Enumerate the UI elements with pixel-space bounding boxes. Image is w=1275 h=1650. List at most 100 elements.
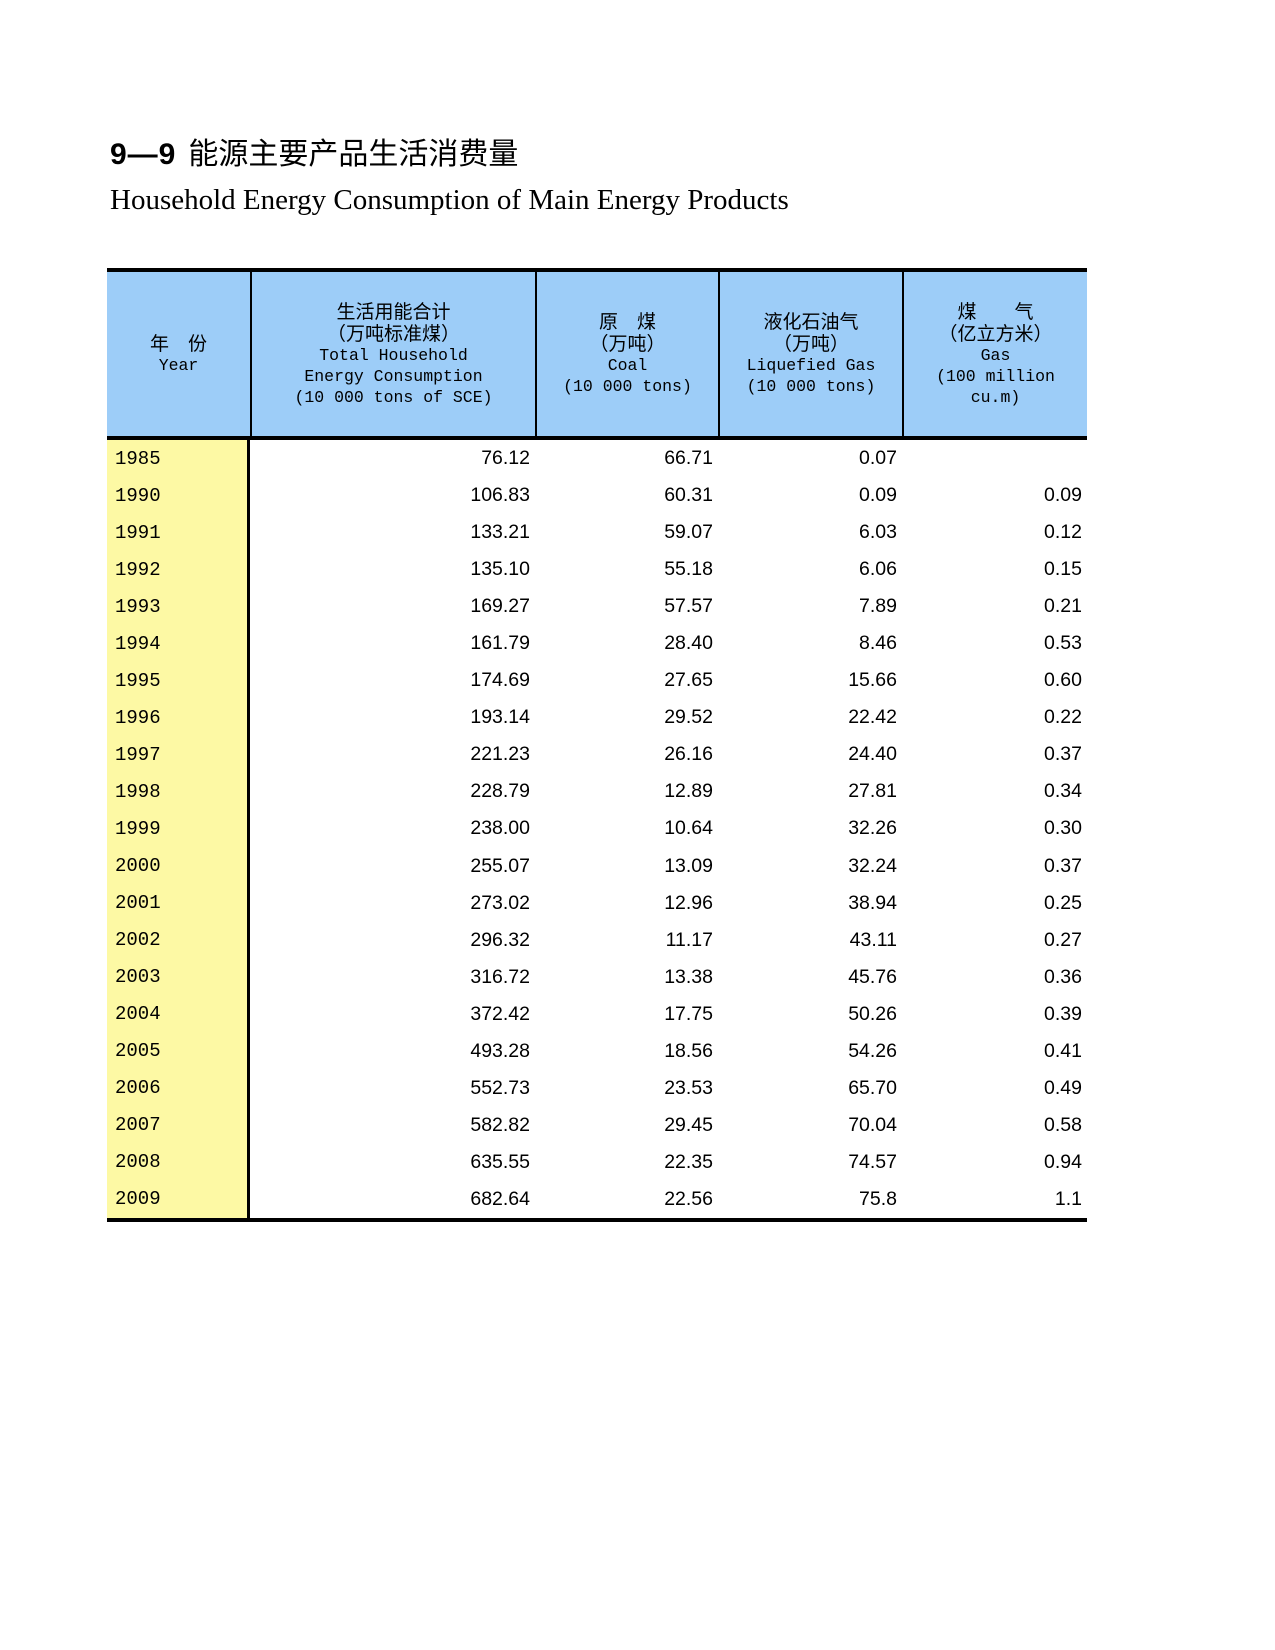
liquefied-gas-cell: 0.09 [859,484,897,507]
header-line: （万吨） [589,333,666,355]
year-cell: 1985 [107,440,250,478]
coal-cell: 22.35 [664,1150,713,1173]
liquefied-gas-cell: 8.46 [859,632,897,655]
total-energy-cell: 255.07 [470,854,530,877]
liquefied-gas-cell: 43.11 [849,928,897,951]
header-gas-column: 煤 气（亿立方米） Gas (100 million cu.m) [902,272,1087,436]
coal-cell: 29.45 [664,1113,713,1136]
coal-cell: 57.57 [664,595,713,618]
gas-cell: 0.94 [1044,1150,1082,1173]
table-row: 1997 221.23 26.16 24.40 0.37 [107,736,1087,774]
total-energy-cell: 106.83 [470,484,530,507]
year-cell: 1992 [107,551,250,589]
coal-cell: 12.89 [664,780,713,803]
liquefied-gas-cell: 38.94 [848,891,897,914]
gas-cell: 0.15 [1044,558,1082,581]
coal-cell: 17.75 [664,1002,713,1025]
header-line: Gas [980,345,1011,365]
header-line: Year [158,355,199,375]
total-energy-cell: 76.12 [481,447,530,470]
liquefied-gas-cell: 15.66 [848,669,897,692]
header-line: Energy Consumption [304,366,483,386]
header-line: (10 000 tons of SCE) [294,387,493,407]
total-energy-cell: 582.82 [470,1113,530,1136]
header-line: 煤 气 [957,300,1034,323]
header-line: cu.m) [970,387,1021,407]
year-cell: 1990 [107,477,250,515]
total-energy-cell: 493.28 [470,1039,530,1062]
page-title-en: Household Energy Consumption of Main Ene… [110,184,789,216]
year-cell: 2003 [107,958,250,996]
table-row: 2000 255.07 13.09 32.24 0.37 [107,847,1087,885]
coal-cell: 23.53 [664,1076,713,1099]
coal-cell: 22.56 [664,1187,713,1210]
year-cell: 2004 [107,995,250,1033]
year-cell: 1995 [107,662,250,700]
gas-cell: 0.30 [1044,817,1082,840]
coal-cell: 11.17 [665,928,713,951]
liquefied-gas-cell: 70.04 [848,1113,897,1136]
header-line: （亿立方米） [938,322,1053,345]
year-cell: 1993 [107,588,250,626]
header-line: 年 份 [149,332,207,355]
year-cell: 2008 [107,1143,250,1181]
gas-cell: 0.37 [1044,854,1082,877]
year-cell: 1994 [107,625,250,663]
liquefied-gas-cell: 74.57 [848,1150,897,1173]
total-energy-cell: 682.64 [470,1187,530,1210]
gas-cell: 0.12 [1044,521,1082,544]
gas-cell: 0.27 [1044,928,1082,951]
gas-cell: 0.34 [1044,780,1082,803]
liquefied-gas-cell: 32.24 [848,854,897,877]
table-row: 1998 228.79 12.89 27.81 0.34 [107,773,1087,811]
liquefied-gas-cell: 6.03 [859,521,897,544]
coal-cell: 18.56 [664,1039,713,1062]
table-row: 2002 296.32 11.17 43.11 0.27 [107,921,1087,959]
total-energy-cell: 221.23 [470,743,530,766]
table-row: 2004 372.42 17.75 50.26 0.39 [107,995,1087,1033]
year-cell: 2007 [107,1106,250,1144]
header-line: 生活用能合计 [336,300,451,323]
total-energy-cell: 273.02 [470,891,530,914]
header-line: (10 000 tons) [563,377,692,396]
header-line: (10 000 tons) [746,377,876,396]
page-title-cn: 9—9 能源主要产品生活消费量 [110,136,789,174]
total-energy-cell: 228.79 [470,780,530,803]
coal-cell: 55.18 [664,558,713,581]
table-row: 2001 273.02 12.96 38.94 0.25 [107,884,1087,922]
header-total-energy-column: 生活用能合计 （万吨标准煤） Total Household Energy Consu… [250,272,535,436]
header-coal-column: 原 煤（万吨） Coal (10 000 tons) [535,272,718,436]
total-energy-cell: 372.42 [470,1002,530,1025]
liquefied-gas-cell: 54.26 [848,1039,897,1062]
liquefied-gas-cell: 32.26 [848,817,897,840]
gas-cell: 0.39 [1044,1002,1082,1025]
header-line: (100 million [936,366,1055,386]
year-cell: 1998 [107,773,250,811]
year-cell: 2006 [107,1069,250,1107]
energy-consumption-table: 年 份 Year 生活用能合计 （万吨标准煤） Total Household Ener… [107,268,1087,1222]
year-cell: 2005 [107,1032,250,1070]
year-cell: 2001 [107,884,250,922]
header-line: Coal [607,356,648,375]
liquefied-gas-cell: 45.76 [848,965,897,988]
table-number: 9—9 [110,138,177,171]
liquefied-gas-cell: 50.26 [848,1002,897,1025]
table-row: 2005 493.28 18.56 54.26 0.41 [107,1032,1087,1070]
table-row: 1995 174.69 27.65 15.66 0.60 [107,662,1087,700]
title-block: 9—9 能源主要产品生活消费量 Household Energy Consumpt… [110,136,789,218]
year-cell: 2009 [107,1180,250,1218]
total-energy-cell: 169.27 [470,595,530,618]
total-energy-cell: 635.55 [470,1150,530,1173]
table-row: 1996 193.14 29.52 22.42 0.22 [107,699,1087,737]
coal-cell: 26.16 [664,743,713,766]
gas-cell: 0.09 [1044,484,1082,507]
liquefied-gas-cell: 7.89 [859,595,897,618]
gas-cell: 0.58 [1044,1113,1082,1136]
table-row: 2003 316.72 13.38 45.76 0.36 [107,958,1087,996]
coal-cell: 12.96 [664,891,713,914]
coal-cell: 28.40 [664,632,713,655]
year-cell: 1991 [107,514,250,552]
total-energy-cell: 133.21 [470,521,530,544]
liquefied-gas-cell: 65.70 [848,1076,897,1099]
gas-cell: 1.1 [1054,1187,1082,1210]
